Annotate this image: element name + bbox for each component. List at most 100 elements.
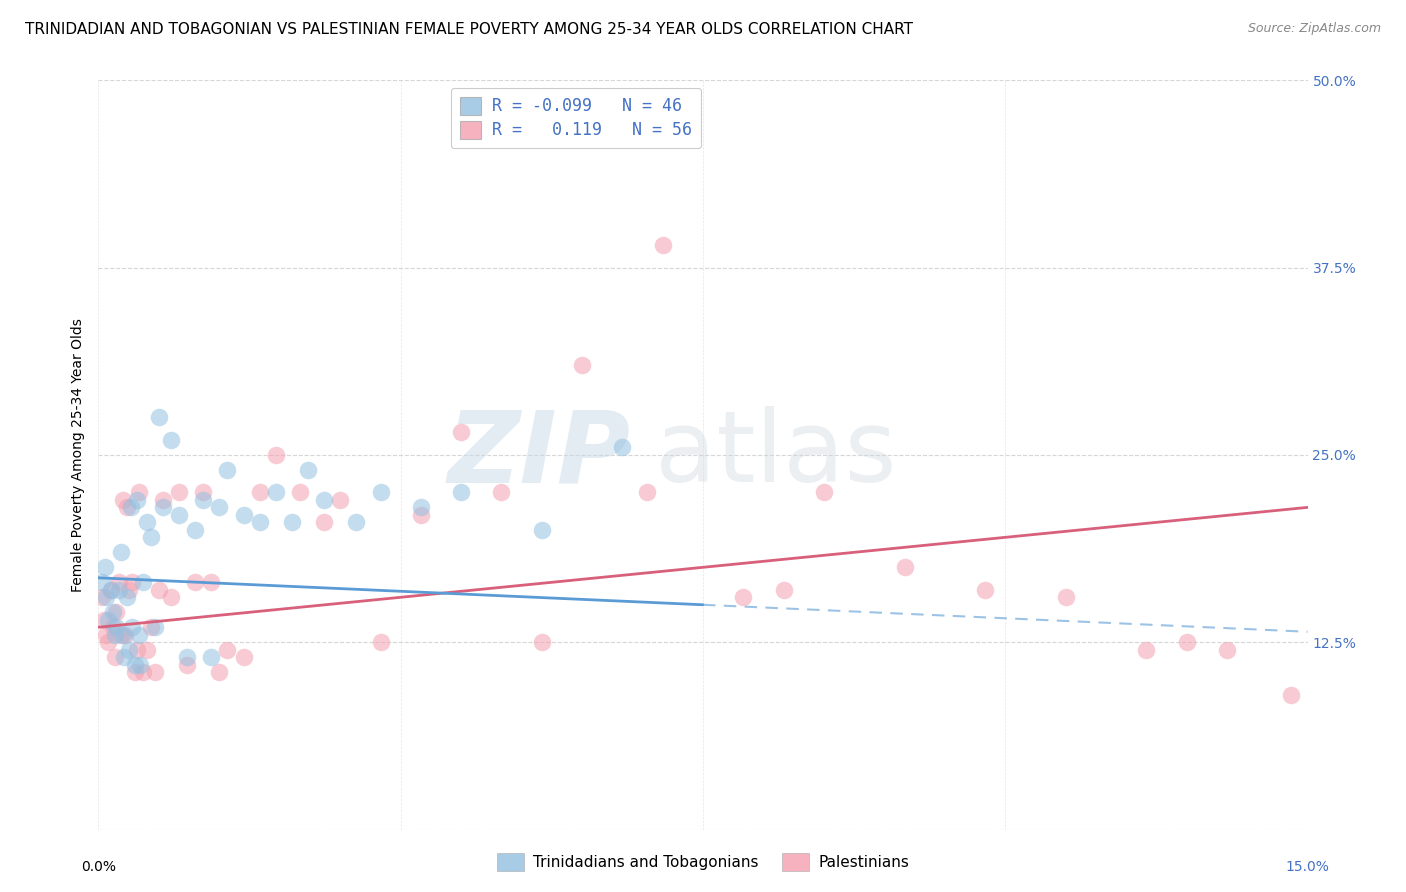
Text: Source: ZipAtlas.com: Source: ZipAtlas.com	[1247, 22, 1381, 36]
Point	[91, 575, 114, 590]
Point	[160, 433, 183, 447]
Point	[176, 650, 198, 665]
Point	[1175, 635, 1198, 649]
Point	[208, 500, 231, 515]
Point	[124, 665, 146, 680]
Point	[249, 485, 271, 500]
Point	[91, 591, 114, 605]
Point	[370, 485, 392, 500]
Point	[651, 238, 673, 252]
Point	[96, 591, 118, 605]
Point	[100, 582, 122, 597]
Point	[148, 582, 170, 597]
Point	[111, 492, 134, 507]
Point	[105, 620, 128, 634]
Point	[107, 575, 129, 590]
Point	[160, 591, 183, 605]
Point	[491, 485, 513, 500]
Point	[115, 500, 138, 515]
Point	[1135, 642, 1157, 657]
Point	[129, 657, 152, 672]
Y-axis label: Female Poverty Among 25-34 Year Olds: Female Poverty Among 25-34 Year Olds	[70, 318, 84, 592]
Point	[450, 425, 472, 440]
Point	[297, 463, 319, 477]
Point	[184, 523, 207, 537]
Point	[184, 575, 207, 590]
Text: ZIP: ZIP	[447, 407, 630, 503]
Point	[135, 516, 157, 530]
Point	[135, 642, 157, 657]
Point	[101, 620, 124, 634]
Point	[370, 635, 392, 649]
Point	[103, 628, 125, 642]
Point	[118, 582, 141, 597]
Point	[1281, 688, 1303, 702]
Point	[124, 657, 146, 672]
Point	[107, 582, 129, 597]
Point	[450, 485, 472, 500]
Point	[329, 492, 352, 507]
Point	[217, 463, 239, 477]
Point	[132, 575, 155, 590]
Point	[105, 605, 128, 619]
Point	[314, 516, 336, 530]
Point	[409, 508, 432, 522]
Point	[139, 620, 162, 634]
Text: 15.0%: 15.0%	[1285, 860, 1330, 874]
Point	[115, 591, 138, 605]
Point	[118, 642, 141, 657]
Point	[93, 613, 115, 627]
Point	[1216, 642, 1239, 657]
Point	[97, 635, 120, 649]
Point	[208, 665, 231, 680]
Point	[232, 650, 254, 665]
Point	[612, 441, 634, 455]
Text: 0.0%: 0.0%	[82, 860, 115, 874]
Point	[100, 582, 122, 597]
Point	[1054, 591, 1077, 605]
Point	[974, 582, 997, 597]
Point	[772, 582, 794, 597]
Point	[249, 516, 271, 530]
Point	[571, 358, 593, 372]
Text: TRINIDADIAN AND TOBAGONIAN VS PALESTINIAN FEMALE POVERTY AMONG 25-34 YEAR OLDS C: TRINIDADIAN AND TOBAGONIAN VS PALESTINIA…	[25, 22, 914, 37]
Point	[167, 508, 190, 522]
Point	[127, 492, 149, 507]
Point	[530, 635, 553, 649]
Point	[128, 485, 150, 500]
Legend: R = -0.099   N = 46, R =   0.119   N = 56: R = -0.099 N = 46, R = 0.119 N = 56	[451, 88, 702, 148]
Point	[200, 575, 222, 590]
Legend: Trinidadians and Tobagonians, Palestinians: Trinidadians and Tobagonians, Palestinia…	[491, 847, 915, 877]
Point	[264, 485, 287, 500]
Point	[120, 500, 142, 515]
Point	[193, 492, 215, 507]
Point	[344, 516, 367, 530]
Point	[143, 665, 166, 680]
Point	[530, 523, 553, 537]
Point	[139, 530, 162, 544]
Point	[167, 485, 190, 500]
Point	[409, 500, 432, 515]
Point	[128, 628, 150, 642]
Point	[813, 485, 835, 500]
Text: atlas: atlas	[655, 407, 896, 503]
Point	[143, 620, 166, 634]
Point	[121, 575, 143, 590]
Point	[111, 628, 134, 642]
Point	[152, 500, 174, 515]
Point	[132, 665, 155, 680]
Point	[97, 613, 120, 627]
Point	[114, 628, 136, 642]
Point	[110, 545, 132, 559]
Point	[193, 485, 215, 500]
Point	[314, 492, 336, 507]
Point	[176, 657, 198, 672]
Point	[232, 508, 254, 522]
Point	[101, 605, 124, 619]
Point	[112, 650, 135, 665]
Point	[127, 642, 149, 657]
Point	[288, 485, 311, 500]
Point	[148, 410, 170, 425]
Point	[200, 650, 222, 665]
Point	[636, 485, 658, 500]
